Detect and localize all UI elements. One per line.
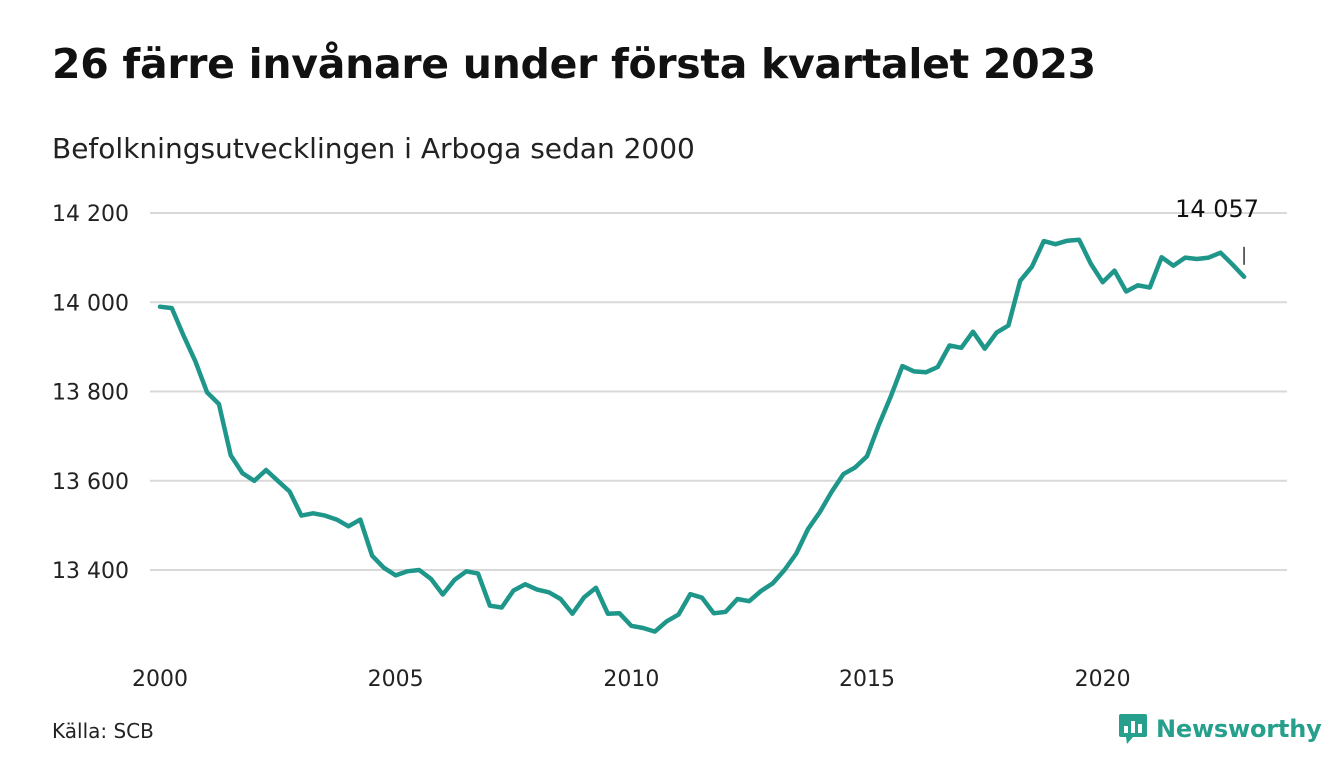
x-tick-label-2010: 2010 <box>603 667 659 692</box>
newsworthy-logo-icon <box>1119 714 1147 744</box>
source-note: Källa: SCB <box>52 719 154 743</box>
x-tick-label-2000: 2000 <box>132 667 188 692</box>
x-tick-label-2005: 2005 <box>368 667 424 692</box>
chart-title: 26 färre invånare under första kvartalet… <box>52 40 1096 88</box>
y-tick-label-14000: 14 000 <box>52 291 129 316</box>
y-tick-label-14200: 14 200 <box>52 202 129 227</box>
x-axis-tick-labels: 2000 2005 2010 2015 2020 <box>132 667 1131 692</box>
y-axis-tick-labels: 13 400 13 600 13 800 14 000 14 200 <box>52 202 129 584</box>
chart-subtitle: Befolkningsutvecklingen i Arboga sedan 2… <box>52 132 695 165</box>
x-tick-label-2020: 2020 <box>1075 667 1131 692</box>
y-tick-label-13400: 13 400 <box>52 559 129 584</box>
gridlines <box>150 212 1287 571</box>
x-tick-label-2015: 2015 <box>839 667 895 692</box>
annotation-label: 14 057 <box>1175 195 1259 223</box>
annotation-group: 14 057 <box>1175 195 1259 265</box>
series-line-group <box>157 237 1247 634</box>
brand-name: Newsworthy <box>1156 715 1322 743</box>
brand-logo: Newsworthy <box>1118 713 1322 745</box>
series-line <box>157 237 1247 634</box>
y-tick-label-13800: 13 800 <box>52 381 129 406</box>
y-tick-label-13600: 13 600 <box>52 470 129 495</box>
